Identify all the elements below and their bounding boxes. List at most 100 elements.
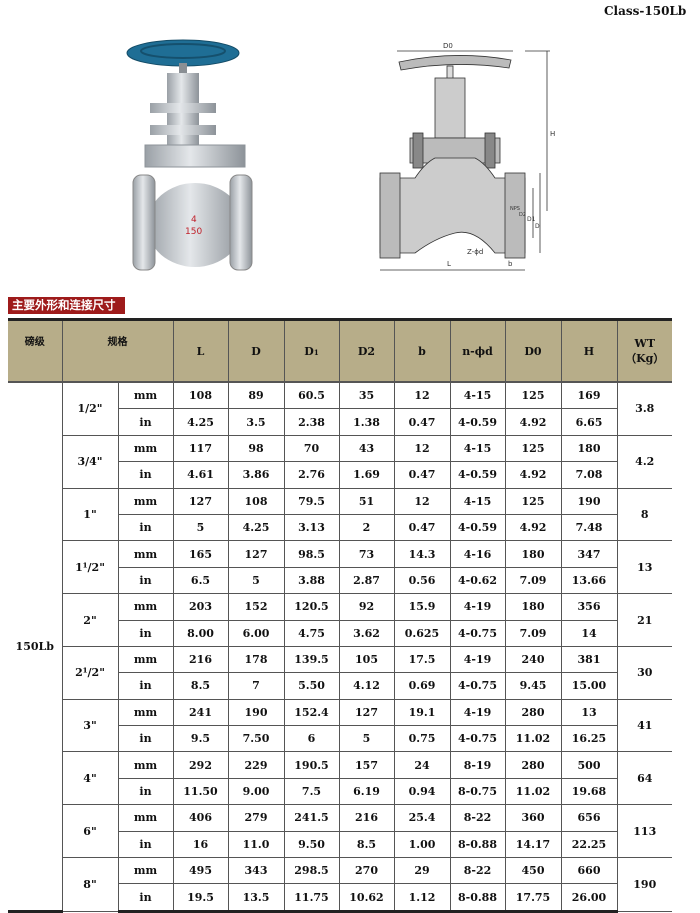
value-cell: 4-0.59: [449, 461, 506, 489]
value-cell: 203: [172, 593, 229, 621]
value-cell: 4.92: [504, 408, 562, 436]
value-cell: 152: [227, 593, 285, 621]
value-cell: 4.61: [172, 461, 229, 489]
value-cell: 190: [227, 698, 285, 727]
value-cell: 92: [338, 593, 395, 621]
value-cell: 241.5: [283, 804, 340, 832]
value-cell: 24: [393, 751, 451, 779]
value-cell: 2.87: [338, 566, 395, 595]
value-cell: 25.4: [393, 804, 451, 832]
value-cell: 6.65: [560, 408, 618, 436]
value-cell: 125: [504, 434, 562, 463]
value-cell: 19.68: [560, 777, 618, 806]
table-row: 3/4" mm 117 98 70 43 12 4-15 125 180 4.2: [8, 434, 672, 489]
weight-cell: 3.8: [616, 381, 672, 436]
value-cell: 1.12: [393, 883, 451, 913]
value-cell: 292: [172, 751, 229, 779]
value-cell: 660: [560, 857, 618, 885]
value-cell: 14: [560, 619, 618, 647]
table-row: in 5 4.25 3.13 2 0.47 4-0.59 4.92 7.48: [8, 513, 672, 542]
label-d0: D0: [443, 42, 453, 50]
value-cell: 7.5: [283, 777, 340, 806]
value-cell: 4.25: [227, 513, 285, 542]
value-cell: 4-15: [449, 487, 506, 515]
value-cell: 6.00: [227, 619, 285, 647]
weight-cell: 4.2: [616, 434, 672, 489]
value-cell: 0.75: [393, 725, 451, 753]
weight-cell: 113: [616, 804, 672, 859]
value-cell: 180: [504, 593, 562, 621]
value-cell: 3.13: [283, 513, 340, 542]
value-cell: 35: [338, 381, 395, 410]
unit-cell: mm: [117, 540, 174, 568]
value-cell: 4-0.75: [449, 672, 506, 700]
value-cell: 347: [560, 540, 618, 568]
value-cell: 7.09: [504, 619, 562, 647]
dimension-table: 磅级 规格 L D D1 D2 b n-ϕd D0 H WT （Kg） 150Lb…: [8, 318, 672, 913]
value-cell: 656: [560, 804, 618, 832]
weight-cell: 8: [616, 487, 672, 542]
unit-cell: in: [117, 883, 174, 913]
unit-cell: mm: [117, 487, 174, 515]
header-d: D: [227, 318, 284, 383]
size-cell: 2¹/2": [61, 645, 119, 700]
value-cell: 190: [560, 487, 618, 515]
table-row: 2" mm 203 152 120.5 92 15.9 4-19 180 356 21: [8, 593, 672, 647]
value-cell: 16.25: [560, 725, 618, 753]
table-row: 4" mm 292 229 190.5 157 24 8-19 280 500 64: [8, 751, 672, 806]
value-cell: 178: [227, 645, 285, 674]
header-n-phi-d: n-ϕd: [449, 318, 505, 383]
value-cell: 14.3: [393, 540, 451, 568]
value-cell: 17.5: [393, 645, 451, 674]
size-cell: 8": [61, 857, 119, 912]
value-cell: 1.38: [338, 408, 395, 436]
label-l: L: [447, 260, 451, 268]
label-d: D: [535, 223, 540, 230]
value-cell: 15.9: [393, 593, 451, 621]
value-cell: 5: [338, 725, 395, 753]
value-cell: 360: [504, 804, 562, 832]
value-cell: 2.38: [283, 408, 340, 436]
value-cell: 8-22: [449, 857, 506, 885]
unit-cell: mm: [117, 381, 174, 410]
value-cell: 2.76: [283, 461, 340, 489]
value-cell: 6.5: [172, 566, 229, 595]
value-cell: 9.45: [504, 672, 562, 700]
unit-cell: in: [117, 777, 174, 806]
weight-cell: 30: [616, 645, 672, 700]
label-d2: D2: [519, 212, 526, 218]
value-cell: 127: [338, 698, 395, 727]
header-wt-unit: （Kg）: [625, 351, 665, 365]
value-cell: 9.5: [172, 725, 229, 753]
value-cell: 8-0.75: [449, 777, 506, 806]
value-cell: 1.00: [393, 830, 451, 859]
value-cell: 3.86: [227, 461, 285, 489]
value-cell: 280: [504, 698, 562, 727]
value-cell: 0.47: [393, 513, 451, 542]
value-cell: 0.47: [393, 461, 451, 489]
header-d1-text: 1: [313, 347, 319, 357]
table-row: in 11.50 9.00 7.5 6.19 0.94 8-0.75 11.02 19.68: [8, 777, 672, 806]
value-cell: 8.5: [172, 672, 229, 700]
value-cell: 8.00: [172, 619, 229, 647]
value-cell: 29: [393, 857, 451, 885]
value-cell: 11.02: [504, 725, 562, 753]
value-cell: 70: [283, 434, 340, 463]
value-cell: 4-0.75: [449, 619, 506, 647]
table-row: in 19.5 13.5 11.75 10.62 1.12 8-0.88 17.75 26.00: [8, 883, 672, 913]
value-cell: 152.4: [283, 698, 340, 727]
size-cell: 1/2": [61, 381, 119, 436]
value-cell: 105: [338, 645, 395, 674]
value-cell: 125: [504, 381, 562, 410]
value-cell: 169: [560, 381, 618, 410]
pressure-class-label: Class-150Lb: [604, 4, 687, 18]
value-cell: 6: [283, 725, 340, 753]
header-l: L: [172, 318, 228, 383]
value-cell: 22.25: [560, 830, 618, 859]
value-cell: 4-0.59: [449, 513, 506, 542]
value-cell: 450: [504, 857, 562, 885]
value-cell: 4.92: [504, 513, 562, 542]
table-row: in 6.5 5 3.88 2.87 0.56 4-0.62 7.09 13.66: [8, 566, 672, 595]
value-cell: 108: [227, 487, 285, 515]
value-cell: 98: [227, 434, 285, 463]
